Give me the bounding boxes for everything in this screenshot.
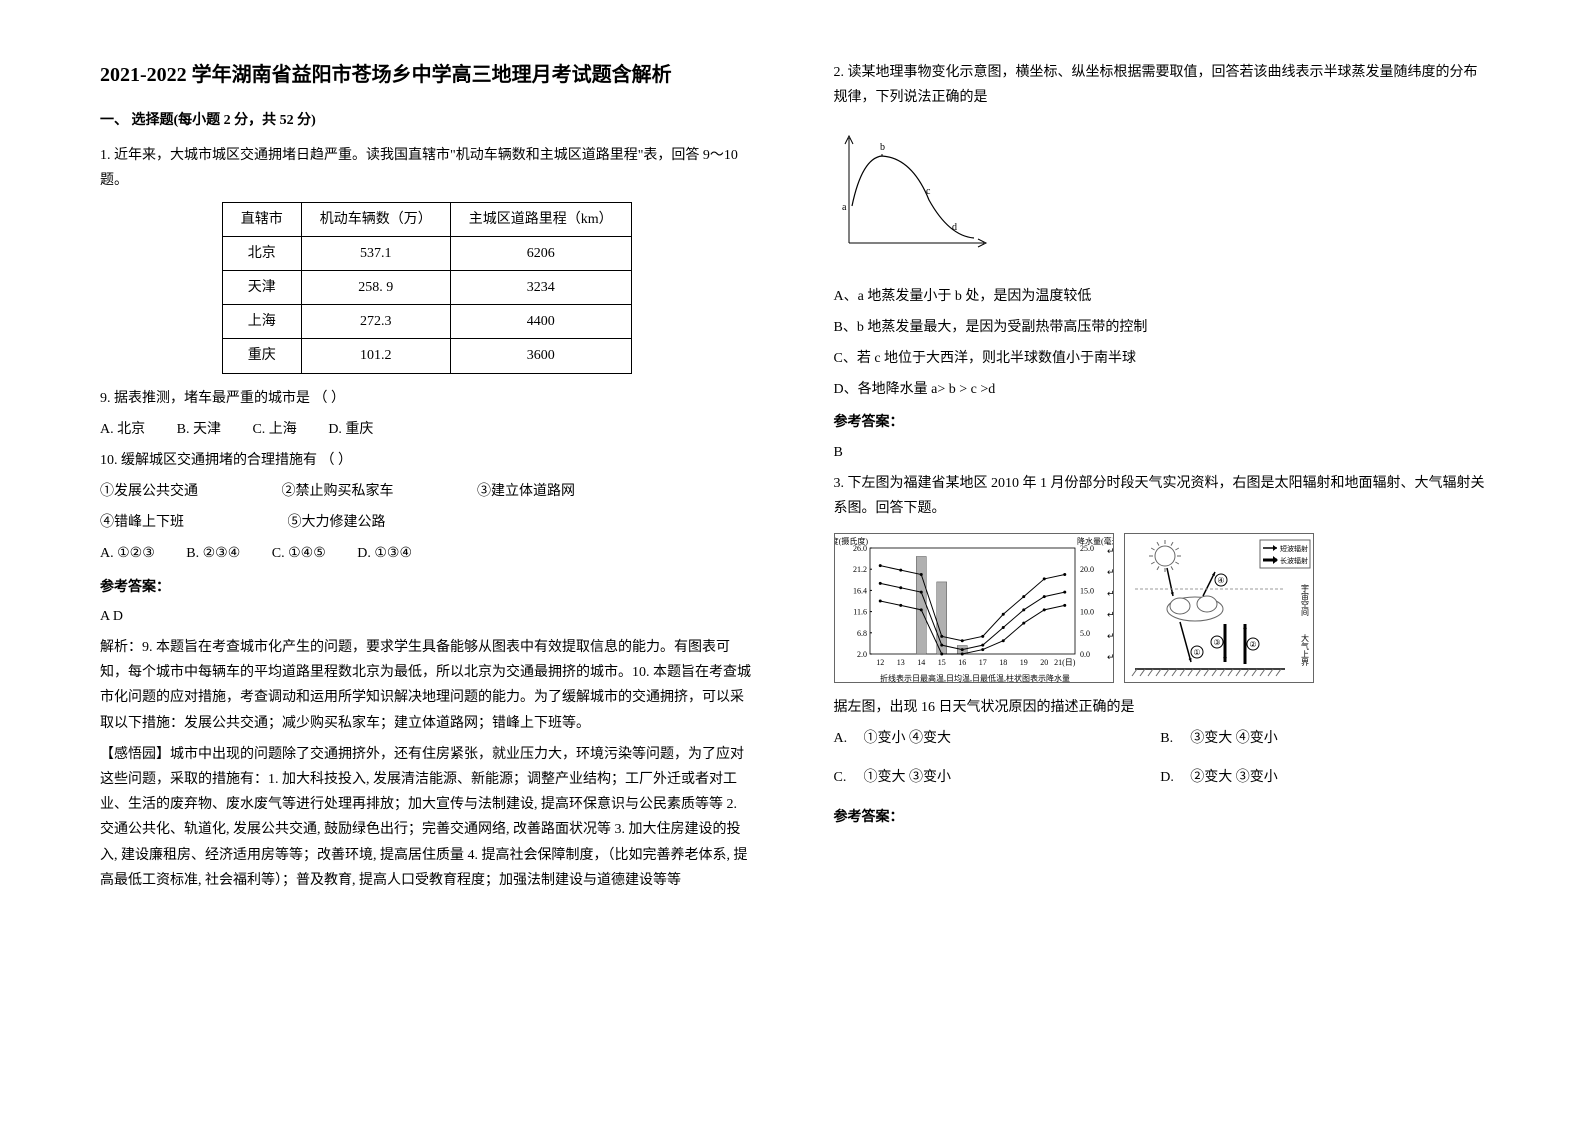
q10-opt-c: C. ①④⑤ (272, 541, 326, 566)
q9-opt-d: D. 重庆 (328, 417, 373, 442)
q2-answer: B (834, 440, 1488, 465)
svg-text:6.8: 6.8 (857, 629, 867, 638)
svg-text:大气上界: 大气上界 (1300, 633, 1309, 667)
q9-text: 9. 据表推测，堵车最严重的城市是 （ ） (100, 386, 754, 411)
answer-heading: 参考答案： (100, 575, 754, 600)
q1-explain2: 【感悟园】城市中出现的问题除了交通拥挤外，还有住房紧张，就业压力大，环境污染等问… (100, 742, 754, 893)
th-vehicles: 机动车辆数（万） (301, 202, 450, 236)
svg-text:21(日): 21(日) (1054, 658, 1076, 667)
svg-text:5.0: 5.0 (1080, 629, 1090, 638)
svg-text:短波辐射: 短波辐射 (1280, 544, 1308, 553)
svg-text:↵: ↵ (1107, 610, 1114, 620)
svg-text:12: 12 (876, 658, 884, 667)
svg-text:↵: ↵ (1107, 652, 1114, 662)
svg-text:宇宙空间: 宇宙空间 (1300, 583, 1309, 617)
q1-answer: A D (100, 604, 754, 629)
th-road: 主城区道路里程（km） (450, 202, 631, 236)
th-city: 直辖市 (222, 202, 301, 236)
q10-text: 10. 缓解城区交通拥堵的合理措施有 （ ） (100, 448, 754, 473)
q10-options: A. ①②③ B. ②③④ C. ①④⑤ D. ①③④ (100, 541, 754, 566)
q3-answer-heading: 参考答案： (834, 805, 1488, 830)
svg-text:15.0: 15.0 (1080, 586, 1094, 595)
right-column: 2. 读某地理事物变化示意图，横坐标、纵坐标根据需要取值，回答若该曲线表示半球蒸… (834, 60, 1488, 899)
svg-text:20: 20 (1040, 658, 1048, 667)
svg-text:②: ② (1249, 640, 1256, 649)
q2-curve-chart: a b c d (834, 128, 994, 258)
svg-text:18: 18 (999, 658, 1007, 667)
svg-text:温度(摄氏度): 温度(摄氏度) (834, 536, 868, 546)
q3-text: 据左图，出现 16 日天气状况原因的描述正确的是 (834, 695, 1488, 720)
svg-text:↵: ↵ (1107, 546, 1114, 556)
svg-text:21.2: 21.2 (853, 565, 867, 574)
curve-label-c: c (926, 186, 931, 197)
curve-label-d: d (952, 222, 957, 233)
q9-opt-b: B. 天津 (177, 417, 221, 442)
q10-opt-b: B. ②③④ (186, 541, 240, 566)
q3-opt-a: A.①变小 ④变大 (834, 726, 1161, 751)
table-row: 重庆 101.2 3600 (222, 339, 631, 373)
q10-items-row2: ④错峰上下班 ⑤大力修建公路 (100, 510, 754, 535)
q2-opt-a: A、a 地蒸发量小于 b 处，是因为温度较低 (834, 284, 1488, 309)
q9-opt-c: C. 上海 (252, 417, 296, 442)
svg-text:19: 19 (1019, 658, 1027, 667)
q10-opt-a: A. ①②③ (100, 541, 155, 566)
q2-opt-d: D、各地降水量 a> b > c >d (834, 377, 1488, 402)
svg-text:折线表示日最高温,日均温,日最低温,柱状图表示降水量: 折线表示日最高温,日均温,日最低温,柱状图表示降水量 (880, 673, 1070, 683)
svg-text:14: 14 (917, 658, 925, 667)
svg-text:①: ① (1193, 648, 1200, 657)
svg-text:17: 17 (978, 658, 986, 667)
table-row: 天津 258. 9 3234 (222, 270, 631, 304)
q10-i3: ③建立体道路网 (477, 479, 575, 504)
q3-options: A.①变小 ④变大 B.③变大 ④变小 C.①变大 ③变小 D.②变大 ③变小 (834, 726, 1488, 790)
q3-opt-b: B.③变大 ④变小 (1160, 726, 1487, 751)
table-row: 北京 537.1 6206 (222, 236, 631, 270)
q1-intro: 1. 近年来，大城市城区交通拥堵日趋严重。读我国直辖市"机动车辆数和主城区道路里… (100, 143, 754, 193)
q10-i1: ①发展公共交通 (100, 479, 198, 504)
q3-radiation-chart: 短波辐射长波辐射宇宙空间大气上界 ① ② ③ ④ (1124, 533, 1314, 683)
svg-text:0.0: 0.0 (1080, 650, 1090, 659)
curve-label-b: b (880, 142, 885, 153)
q10-opt-d: D. ①③④ (357, 541, 412, 566)
q3-opt-d: D.②变大 ③变小 (1160, 765, 1487, 790)
svg-text:↵: ↵ (1107, 567, 1114, 577)
left-column: 2021-2022 学年湖南省益阳市苍场乡中学高三地理月考试题含解析 一、 选择… (100, 60, 754, 899)
q3-figures: 26.021.216.411.66.82.025.020.015.010.05.… (834, 533, 1488, 683)
svg-text:11.6: 11.6 (853, 608, 867, 617)
q2-opt-c: C、若 c 地位于大西洋，则北半球数值小于南半球 (834, 346, 1488, 371)
q10-i4: ④错峰上下班 (100, 510, 184, 535)
svg-text:15: 15 (937, 658, 945, 667)
q10-items-row1: ①发展公共交通 ②禁止购买私家车 ③建立体道路网 (100, 479, 754, 504)
q10-i5: ⑤大力修建公路 (288, 510, 386, 535)
q3-opt-c: C.①变大 ③变小 (834, 765, 1161, 790)
q2-intro: 2. 读某地理事物变化示意图，横坐标、纵坐标根据需要取值，回答若该曲线表示半球蒸… (834, 60, 1488, 110)
q9-options: A. 北京 B. 天津 C. 上海 D. 重庆 (100, 417, 754, 442)
svg-text:20.0: 20.0 (1080, 565, 1094, 574)
section-heading: 一、 选择题(每小题 2 分，共 52 分) (100, 108, 754, 133)
q3-intro: 3. 下左图为福建省某地区 2010 年 1 月份部分时段天气实况资料，右图是太… (834, 471, 1488, 521)
page-title: 2021-2022 学年湖南省益阳市苍场乡中学高三地理月考试题含解析 (100, 60, 754, 90)
q1-explain1: 解析：9. 本题旨在考查城市化产生的问题，要求学生具备能够从图表中有效提取信息的… (100, 635, 754, 736)
svg-text:↵: ↵ (1107, 631, 1114, 641)
q2-opt-b: B、b 地蒸发量最大，是因为受副热带高压带的控制 (834, 315, 1488, 340)
q10-i2: ②禁止购买私家车 (282, 479, 394, 504)
curve-label-a: a (842, 202, 847, 213)
svg-text:2.0: 2.0 (857, 650, 867, 659)
q9-opt-a: A. 北京 (100, 417, 145, 442)
q3-weather-chart: 26.021.216.411.66.82.025.020.015.010.05.… (834, 533, 1114, 683)
svg-text:13: 13 (896, 658, 904, 667)
svg-text:16: 16 (958, 658, 966, 667)
svg-text:③: ③ (1213, 638, 1220, 647)
svg-text:长波辐射: 长波辐射 (1280, 556, 1308, 565)
q1-table: 直辖市 机动车辆数（万） 主城区道路里程（km） 北京 537.1 6206 天… (222, 202, 632, 374)
svg-text:16.4: 16.4 (853, 586, 867, 595)
svg-text:10.0: 10.0 (1080, 608, 1094, 617)
table-row: 上海 272.3 4400 (222, 305, 631, 339)
svg-text:↵: ↵ (1107, 588, 1114, 598)
q2-answer-heading: 参考答案： (834, 410, 1488, 435)
svg-text:④: ④ (1217, 576, 1224, 585)
svg-text:降水量(毫米): 降水量(毫米) (1077, 536, 1114, 546)
